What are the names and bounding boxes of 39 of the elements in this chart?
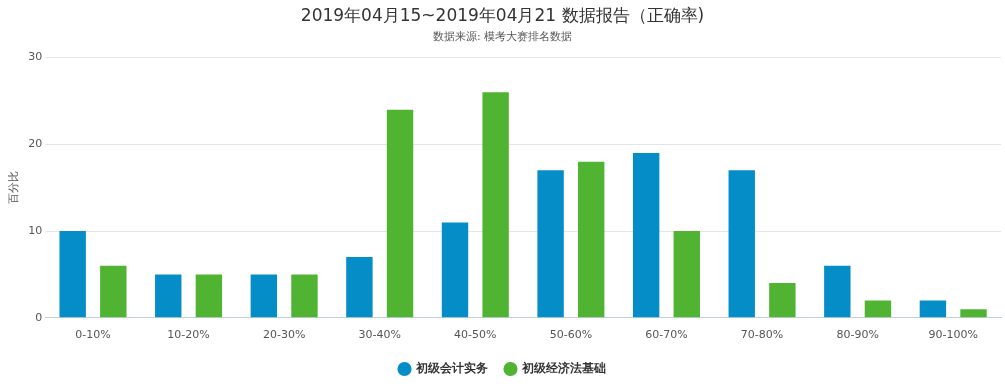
bar (728, 170, 755, 318)
bar (482, 92, 509, 318)
x-tick-label: 70-80% (740, 328, 784, 342)
x-tick-label: 0-10% (75, 328, 111, 342)
y-tick-label: 10 (28, 223, 43, 237)
bar (864, 300, 892, 318)
bar (824, 265, 851, 318)
x-tick-label: 30-40% (358, 328, 401, 342)
bar (155, 274, 182, 318)
x-tick-label: 60-70% (645, 328, 688, 342)
x-tick-label: 50-60% (549, 328, 593, 342)
bar (632, 153, 660, 318)
bar (673, 231, 700, 318)
y-tick-label: 30 (28, 50, 43, 64)
bar (291, 274, 318, 318)
x-tick-label: 90-100% (928, 328, 978, 342)
bar (769, 283, 796, 318)
bar (578, 161, 605, 318)
chart-subtitle: 数据来源: 模考大赛排名数据 (432, 29, 573, 43)
bar (386, 109, 414, 318)
x-tick-label: 40-50% (454, 328, 497, 342)
legend-label: 初级会计实务 (414, 361, 488, 376)
bar (195, 274, 223, 318)
bar (59, 231, 86, 318)
bar (250, 274, 278, 318)
x-tick-label: 20-30% (262, 328, 306, 342)
chart-title: 2019年04月15~2019年04月21 数据报告（正确率) (300, 4, 705, 25)
bar (441, 222, 469, 318)
x-tick-label: 10-20% (167, 328, 210, 342)
legend-label: 初级经济法基础 (520, 361, 606, 376)
bar (100, 265, 127, 318)
y-axis-title: 百分比 (7, 171, 21, 205)
x-tick-label: 80-90% (836, 328, 879, 342)
bar (346, 257, 373, 318)
bar (960, 309, 987, 318)
bar (919, 300, 947, 318)
y-tick-label: 0 (35, 310, 43, 324)
bar (537, 170, 564, 318)
y-tick-label: 20 (28, 137, 43, 151)
